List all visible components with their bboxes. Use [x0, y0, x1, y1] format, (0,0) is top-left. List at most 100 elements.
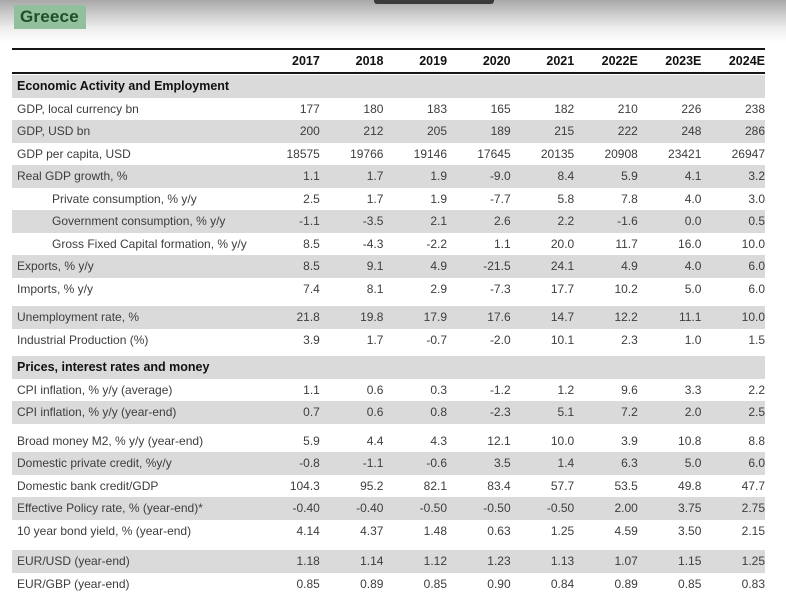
value-cell: 2.75	[741, 501, 765, 515]
value-cell: 1.1	[303, 169, 320, 183]
row-label: Domestic private credit, %y/y	[17, 456, 172, 470]
section-title: Economic Activity and Employment	[17, 79, 230, 93]
value-cell: 1.48	[423, 523, 448, 538]
table-row: Government consumption, % y/y -1.1 -3.5 2.1…	[12, 210, 765, 233]
value-cell: 165	[490, 101, 511, 116]
value-cell: 11.1	[678, 310, 702, 324]
table-row: Exports, % y/y 8.5 9.1 4.9 -21.5 24.1 4.9 4.0 6.…	[12, 255, 765, 278]
table-row: CPI inflation, % y/y (year-end) 0.7 0.6 0.8…	[12, 401, 765, 424]
value-cell: 6.3	[621, 456, 638, 470]
value-cell: 1.1	[493, 236, 511, 251]
row-label: Effective Policy rate, % (year-end)*	[17, 501, 203, 515]
table-row: Broad money M2, % y/y (year-end) 5.9 4.4 4.…	[12, 430, 765, 453]
value-cell: 212	[363, 124, 384, 138]
value-cell: 1.07	[614, 554, 638, 568]
table-row: CPI inflation, % y/y (average) 1.1 0.6 0.3 -…	[12, 379, 765, 402]
value-cell: 0.8	[430, 405, 448, 419]
row-label: GDP, USD bn	[17, 124, 91, 138]
value-cell: 210	[617, 101, 638, 116]
value-cell: -21.5	[483, 259, 511, 273]
value-cell: 1.15	[678, 554, 702, 568]
value-cell: 6.0	[748, 281, 765, 296]
value-cell: 18575	[286, 146, 320, 161]
value-cell: 4.3	[430, 433, 448, 448]
value-cell: 20135	[540, 146, 575, 161]
value-cell: 4.0	[684, 191, 702, 206]
value-cell: 10.2	[614, 281, 638, 296]
table-row: Imports, % y/y 7.4 8.1 2.9 -7.3 17.7 10.2 5.0 6.…	[12, 278, 765, 301]
value-cell: 26947	[731, 146, 765, 161]
table-row: 10 year bond yield, % (year-end) 4.14 4.37…	[12, 520, 765, 543]
value-cell: -1.2	[489, 382, 511, 397]
value-cell: 20.0	[550, 236, 575, 251]
row-label: Private consumption, % y/y	[52, 191, 197, 206]
value-cell: 2.2	[748, 382, 765, 397]
year-column-header: 2019	[419, 54, 448, 68]
value-cell: 215	[554, 124, 575, 138]
value-cell: 2.2	[557, 214, 575, 228]
table-row: Unemployment rate, % 21.8 19.8 17.9 17.6 14.7…	[12, 306, 765, 329]
value-cell: 2.5	[748, 405, 765, 419]
value-cell: 0.63	[487, 523, 511, 538]
value-cell: 21.8	[296, 310, 320, 324]
value-cell: 4.0	[684, 259, 702, 273]
value-cell: 2.00	[614, 501, 638, 515]
value-cell: 9.6	[621, 382, 638, 397]
value-cell: 4.4	[366, 433, 384, 448]
table-row: Domestic private credit, %y/y -0.8 -1.1 -0.…	[12, 452, 765, 475]
value-cell: 53.5	[614, 478, 638, 493]
value-cell: 0.6	[366, 382, 384, 397]
row-label: GDP, local currency bn	[17, 101, 139, 116]
value-cell: 2.9	[430, 281, 448, 296]
year-column-header: 2017	[292, 54, 320, 68]
value-cell: 1.9	[430, 191, 448, 206]
value-cell: 5.1	[557, 405, 575, 419]
row-label: Broad money M2, % y/y (year-end)	[17, 433, 204, 448]
value-cell: 205	[427, 124, 448, 138]
row-label: Imports, % y/y	[17, 281, 94, 296]
value-cell: 17.6	[487, 310, 511, 324]
value-cell: 0.83	[741, 576, 765, 591]
section-title: Prices, interest rates and money	[17, 360, 210, 374]
value-cell: -1.1	[362, 456, 384, 470]
table-row: Industrial Production (%) 3.9 1.7 -0.7 -2.0 1…	[12, 329, 765, 352]
value-cell: 182	[554, 101, 575, 116]
value-cell: 2.1	[430, 214, 448, 228]
value-cell: 286	[744, 124, 765, 138]
row-label: Unemployment rate, %	[17, 310, 140, 324]
value-cell: -2.2	[426, 236, 448, 251]
value-cell: -9.0	[489, 169, 511, 183]
value-cell: 3.0	[748, 191, 765, 206]
value-cell: 57.7	[550, 478, 575, 493]
year-column-header: 2021	[546, 54, 575, 68]
value-cell: -0.50	[419, 501, 448, 515]
value-cell: 16.0	[678, 236, 702, 251]
value-cell: 177	[299, 101, 320, 116]
value-cell: 0.84	[550, 576, 575, 591]
value-cell: 1.7	[366, 169, 384, 183]
year-column-header: 2023E	[665, 54, 702, 68]
value-cell: 4.37	[360, 523, 384, 538]
value-cell: 10.8	[678, 433, 702, 448]
row-label: Industrial Production (%)	[17, 332, 149, 347]
value-cell: 0.89	[360, 576, 384, 591]
table-row: Private consumption, % y/y 2.5 1.7 1.9 -7.7 5…	[12, 188, 765, 211]
value-cell: 82.1	[423, 478, 448, 493]
value-cell: -1.1	[299, 214, 320, 228]
value-cell: 248	[681, 124, 702, 138]
value-cell: 17.7	[550, 281, 575, 296]
value-cell: 8.5	[303, 259, 320, 273]
value-cell: 1.4	[557, 456, 575, 470]
value-cell: -2.3	[489, 405, 511, 419]
value-cell: 9.1	[366, 259, 384, 273]
value-cell: 6.0	[748, 456, 765, 470]
value-cell: 1.2	[557, 382, 575, 397]
value-cell: -0.50	[483, 501, 511, 515]
value-cell: 5.8	[557, 191, 575, 206]
value-cell: -0.7	[426, 332, 448, 347]
value-cell: 8.1	[366, 281, 384, 296]
row-label: EUR/USD (year-end)	[17, 554, 130, 568]
browser-tab-fragment[interactable]	[374, 0, 494, 4]
value-cell: 2.0	[684, 405, 702, 419]
table-row: EUR/USD (year-end) 1.18 1.14 1.12 1.23 1.13 1.…	[12, 550, 765, 573]
